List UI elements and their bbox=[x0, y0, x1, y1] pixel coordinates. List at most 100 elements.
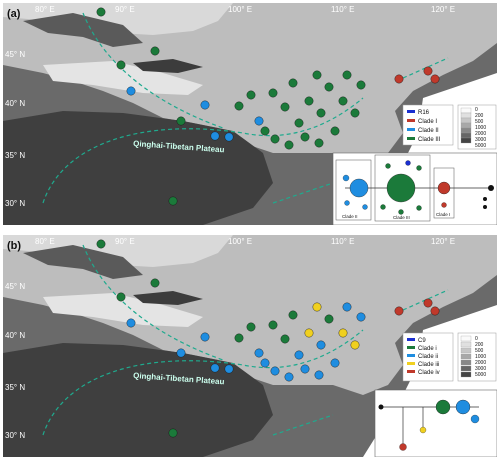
panel-label: (b) bbox=[7, 240, 21, 252]
mountain-range bbox=[23, 245, 143, 279]
legend-swatch bbox=[407, 370, 415, 373]
tick-label: 40° N bbox=[5, 331, 25, 340]
sampling-site-marker bbox=[270, 134, 280, 144]
sampling-site-marker bbox=[210, 363, 220, 373]
legend-swatch bbox=[407, 137, 415, 140]
sampling-site-marker bbox=[350, 340, 360, 350]
sampling-site-marker bbox=[423, 298, 433, 308]
steppe-region bbox=[3, 3, 233, 35]
steppe-region bbox=[3, 235, 233, 267]
legend-swatch bbox=[407, 362, 415, 365]
legend-swatch bbox=[407, 346, 415, 349]
sampling-site-marker bbox=[116, 60, 126, 70]
longitude-ticks: 80° E 90° E 100° E 110° E 120° E bbox=[35, 5, 455, 14]
boundary-line-3 bbox=[272, 182, 334, 204]
sampling-site-marker bbox=[234, 101, 244, 111]
haplotype-node bbox=[416, 165, 422, 171]
sampling-site-marker bbox=[430, 74, 440, 84]
haplotype-node bbox=[349, 178, 369, 198]
haplotype-node bbox=[378, 404, 384, 410]
elev-label: 1000 bbox=[475, 125, 486, 131]
sampling-site-marker bbox=[260, 358, 270, 368]
sampling-site-marker bbox=[338, 328, 348, 338]
elev-label: 2000 bbox=[475, 131, 486, 137]
legend-label: Clade iv bbox=[418, 370, 440, 376]
tick-label: 80° E bbox=[35, 5, 55, 14]
elev-label: 200 bbox=[475, 342, 484, 348]
legend-swatch bbox=[407, 354, 415, 357]
sampling-site-marker bbox=[246, 90, 256, 100]
legend-swatch bbox=[407, 110, 415, 113]
tick-label: 90° E bbox=[115, 237, 135, 246]
network-frame bbox=[374, 389, 497, 457]
elev-label: 3000 bbox=[475, 137, 486, 143]
haplotype-node bbox=[441, 202, 447, 208]
elev-label: 3000 bbox=[475, 366, 486, 372]
sampling-site-marker bbox=[316, 340, 326, 350]
sampling-site-marker bbox=[270, 366, 280, 376]
sampling-site-marker bbox=[423, 66, 433, 76]
haplotype-node bbox=[483, 205, 487, 209]
sampling-site-marker bbox=[268, 88, 278, 98]
sampling-site-marker bbox=[268, 320, 278, 330]
haplotype-node bbox=[398, 209, 404, 215]
boundary-line bbox=[82, 12, 224, 129]
sampling-site-marker bbox=[280, 102, 290, 112]
sampling-site-marker bbox=[150, 46, 160, 56]
sampling-site-marker bbox=[126, 318, 136, 328]
boundary-line-3 bbox=[272, 414, 334, 436]
tick-label: 110° E bbox=[331, 237, 355, 246]
mountain-range-2 bbox=[133, 59, 203, 73]
sampling-site-marker bbox=[116, 292, 126, 302]
haplotype-node bbox=[380, 204, 386, 210]
site-markers bbox=[96, 239, 440, 438]
sampling-site-marker bbox=[316, 108, 326, 118]
haplotype-node bbox=[399, 443, 407, 451]
sampling-site-marker bbox=[288, 78, 298, 88]
sampling-site-marker bbox=[312, 302, 322, 312]
sampling-site-marker bbox=[284, 372, 294, 382]
sampling-site-marker bbox=[350, 108, 360, 118]
tick-label: 45° N bbox=[5, 282, 25, 291]
sampling-site-marker bbox=[96, 7, 106, 17]
legend-label: Clade ii bbox=[418, 354, 438, 360]
haplotype-node bbox=[437, 181, 451, 195]
sampling-site-marker bbox=[176, 116, 186, 126]
longitude-ticks: 80° E 90° E 100° E 110° E 120° E bbox=[35, 237, 455, 246]
sampling-site-marker bbox=[254, 116, 264, 126]
sampling-site-marker bbox=[300, 364, 310, 374]
network-box-clade-II bbox=[335, 159, 372, 221]
boundary-line-2 bbox=[42, 329, 364, 436]
network-label: Clade I bbox=[436, 212, 450, 217]
elev-label: 0 bbox=[475, 107, 478, 113]
sampling-site-marker bbox=[394, 74, 404, 84]
sampling-site-marker bbox=[304, 328, 314, 338]
sampling-site-marker bbox=[260, 126, 270, 136]
elev-label: 5000 bbox=[475, 372, 486, 378]
sampling-site-marker bbox=[176, 348, 186, 358]
sampling-site-marker bbox=[356, 80, 366, 90]
elev-label: 2000 bbox=[475, 360, 486, 366]
tick-label: 120° E bbox=[431, 5, 455, 14]
sampling-site-marker bbox=[356, 312, 366, 322]
sampling-site-marker bbox=[168, 428, 178, 438]
panel-label: (a) bbox=[7, 8, 21, 20]
sampling-site-marker bbox=[294, 350, 304, 360]
legend-label: C9 bbox=[418, 338, 426, 344]
sampling-site-marker bbox=[96, 239, 106, 249]
sampling-site-marker bbox=[300, 132, 310, 142]
haplotype-node bbox=[488, 185, 494, 191]
map-a-canvas: (a) 80° E 90° E 100° E 110° E 120° E 45°… bbox=[3, 3, 497, 225]
legend-swatch bbox=[407, 128, 415, 131]
tick-label: 40° N bbox=[5, 99, 25, 108]
sampling-site-marker bbox=[342, 70, 352, 80]
sampling-site-marker bbox=[324, 314, 334, 324]
map-b-canvas: (b) 80° E 90° E 100° E 110° E 120° E 45°… bbox=[3, 235, 497, 457]
sampling-site-marker bbox=[304, 96, 314, 106]
sampling-site-marker bbox=[224, 132, 234, 142]
sampling-site-marker bbox=[324, 82, 334, 92]
clade-legend: C9 Clade i Clade ii Clade iii Clade iv bbox=[402, 332, 454, 382]
sampling-site-marker bbox=[150, 278, 160, 288]
mountain-range bbox=[23, 13, 143, 47]
sampling-site-marker bbox=[254, 348, 264, 358]
